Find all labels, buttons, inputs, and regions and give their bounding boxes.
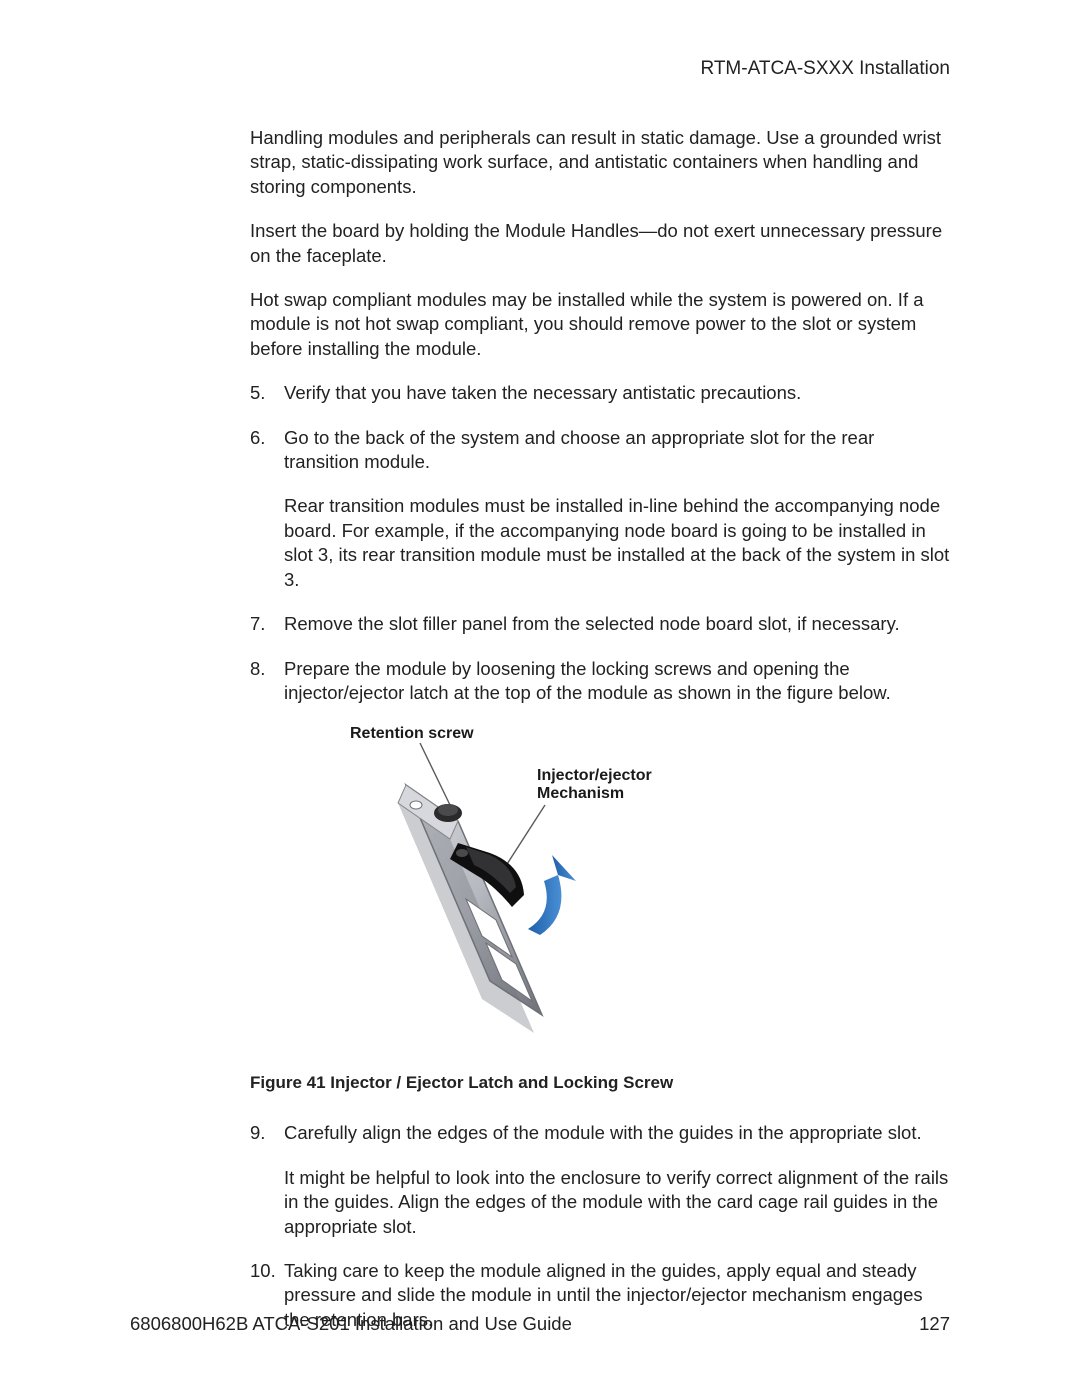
step-number: 9.: [250, 1121, 284, 1239]
paragraph-1: Handling modules and peripherals can res…: [250, 126, 950, 199]
page-content: RTM-ATCA-SXXX Installation Handling modu…: [0, 0, 1080, 1332]
footer-doc-title: 6806800H62B ATCA-S201 Installation and U…: [130, 1313, 572, 1335]
step-body: Remove the slot filler panel from the se…: [284, 612, 950, 636]
steps-list-b: 9. Carefully align the edges of the modu…: [250, 1121, 950, 1332]
step-7: 7. Remove the slot filler panel from the…: [250, 612, 950, 636]
step-6: 6. Go to the back of the system and choo…: [250, 426, 950, 592]
step-8: 8. Prepare the module by loosening the l…: [250, 657, 950, 706]
footer-page-number: 127: [919, 1313, 950, 1335]
step-5: 5. Verify that you have taken the necess…: [250, 381, 950, 405]
step-body: Carefully align the edges of the module …: [284, 1121, 950, 1239]
step-text: Carefully align the edges of the module …: [284, 1122, 922, 1143]
steps-list-a: 5. Verify that you have taken the necess…: [250, 381, 950, 705]
step-body: Prepare the module by loosening the lock…: [284, 657, 950, 706]
figure-caption: Figure 41 Injector / Ejector Latch and L…: [250, 1073, 950, 1093]
step-number: 8.: [250, 657, 284, 706]
step-number: 5.: [250, 381, 284, 405]
module-panel: [398, 785, 542, 1033]
paragraph-3: Hot swap compliant modules may be instal…: [250, 288, 950, 361]
step-number: 7.: [250, 612, 284, 636]
header-title: RTM-ATCA-SXXX Installation: [700, 58, 950, 79]
step-9: 9. Carefully align the edges of the modu…: [250, 1121, 950, 1239]
retention-screw-icon: [434, 804, 462, 822]
page-header: RTM-ATCA-SXXX Installation: [250, 58, 950, 80]
step-body: Go to the back of the system and choose …: [284, 426, 950, 592]
step-number: 6.: [250, 426, 284, 592]
leader-retention: [420, 743, 450, 805]
paragraph-2: Insert the board by holding the Module H…: [250, 219, 950, 268]
step-subtext: It might be helpful to look into the enc…: [284, 1166, 950, 1239]
figure-41: Retention screw Injector/ejector Mechani…: [290, 725, 950, 1045]
page-footer: 6806800H62B ATCA-S201 Installation and U…: [130, 1313, 950, 1335]
step-subtext: Rear transition modules must be installe…: [284, 494, 950, 592]
step-text: Go to the back of the system and choose …: [284, 427, 874, 472]
figure-svg: [290, 725, 710, 1045]
step-body: Verify that you have taken the necessary…: [284, 381, 950, 405]
swing-arrow-icon: [528, 855, 576, 935]
